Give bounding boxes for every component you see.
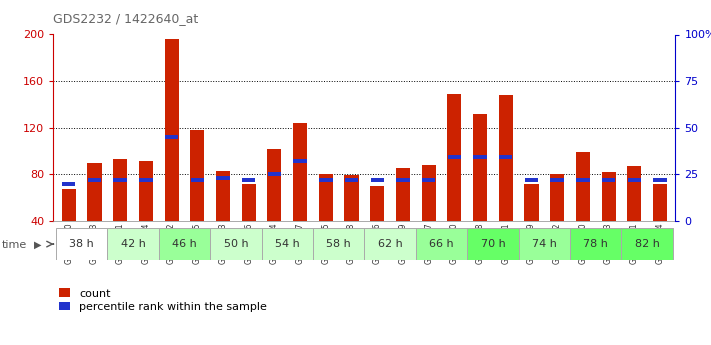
Bar: [62, 189, 76, 221]
Bar: [113, 159, 127, 221]
Bar: [370, 178, 384, 182]
Text: 46 h: 46 h: [172, 239, 197, 249]
Bar: [191, 130, 204, 221]
Bar: [216, 171, 230, 221]
Bar: [628, 178, 641, 182]
Bar: [570, 228, 621, 260]
Bar: [621, 228, 673, 260]
Bar: [319, 174, 333, 221]
Text: 78 h: 78 h: [583, 239, 608, 249]
Text: 54 h: 54 h: [275, 239, 299, 249]
Bar: [525, 178, 538, 182]
Bar: [473, 114, 487, 221]
Text: 70 h: 70 h: [481, 239, 506, 249]
Bar: [262, 228, 313, 260]
Bar: [653, 178, 667, 182]
Text: 58 h: 58 h: [326, 239, 351, 249]
Bar: [62, 181, 75, 186]
Bar: [87, 162, 102, 221]
Bar: [165, 135, 178, 139]
Bar: [344, 175, 358, 221]
Bar: [210, 228, 262, 260]
Bar: [191, 178, 204, 182]
Bar: [294, 159, 307, 163]
Bar: [267, 149, 282, 221]
Bar: [370, 186, 385, 221]
Bar: [139, 161, 153, 221]
Bar: [216, 176, 230, 180]
Bar: [242, 178, 255, 182]
Bar: [550, 178, 564, 182]
Bar: [313, 228, 364, 260]
Text: ▶: ▶: [34, 240, 42, 250]
Bar: [114, 178, 127, 182]
Bar: [364, 228, 416, 260]
Text: GDS2232 / 1422640_at: GDS2232 / 1422640_at: [53, 12, 198, 25]
Bar: [293, 123, 307, 221]
Bar: [87, 178, 101, 182]
Bar: [396, 178, 410, 182]
Bar: [345, 178, 358, 182]
Bar: [319, 178, 333, 182]
Bar: [602, 178, 615, 182]
Bar: [550, 174, 565, 221]
Text: 38 h: 38 h: [69, 239, 94, 249]
Bar: [525, 184, 538, 221]
Bar: [107, 228, 159, 260]
Bar: [576, 152, 590, 221]
Text: 74 h: 74 h: [532, 239, 557, 249]
Bar: [396, 168, 410, 221]
Bar: [499, 155, 513, 159]
Bar: [56, 228, 107, 260]
Bar: [498, 95, 513, 221]
Text: 66 h: 66 h: [429, 239, 454, 249]
Bar: [627, 166, 641, 221]
Text: 42 h: 42 h: [121, 239, 146, 249]
Text: time: time: [2, 240, 28, 250]
Bar: [139, 178, 153, 182]
Bar: [416, 228, 467, 260]
Bar: [467, 228, 518, 260]
Bar: [576, 178, 589, 182]
Legend: count, percentile rank within the sample: count, percentile rank within the sample: [59, 288, 267, 312]
Bar: [602, 172, 616, 221]
Bar: [422, 165, 436, 221]
Bar: [242, 184, 256, 221]
Bar: [159, 228, 210, 260]
Bar: [447, 94, 461, 221]
Bar: [653, 184, 667, 221]
Bar: [474, 155, 487, 159]
Bar: [518, 228, 570, 260]
Bar: [164, 39, 178, 221]
Bar: [268, 172, 281, 176]
Text: 62 h: 62 h: [378, 239, 402, 249]
Text: 50 h: 50 h: [223, 239, 248, 249]
Bar: [448, 155, 461, 159]
Bar: [422, 178, 435, 182]
Text: 82 h: 82 h: [635, 239, 660, 249]
